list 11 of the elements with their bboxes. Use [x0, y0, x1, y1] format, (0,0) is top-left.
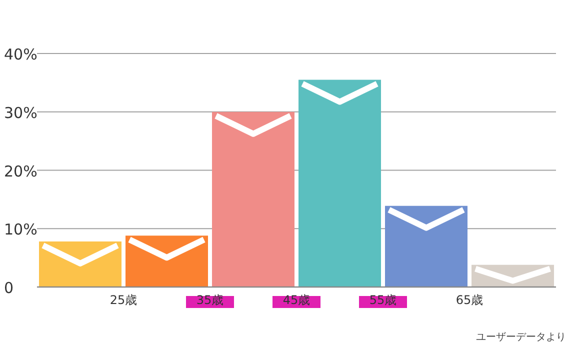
- y-tick-label: 10%: [4, 220, 38, 239]
- x-tick-label: 45歳: [282, 293, 310, 307]
- text: ユーザーデータより: [476, 332, 566, 343]
- x-tick-label: 35歳: [196, 293, 224, 307]
- x-tick-label: 65歳: [456, 293, 484, 307]
- y-tick-label: 40%: [4, 46, 38, 64]
- y-tick-label: 30%: [4, 104, 38, 122]
- x-tick-label: 25歳: [110, 293, 138, 307]
- y-tick-label: 20%: [4, 162, 38, 180]
- y-tick-label: 0: [4, 279, 14, 297]
- x-tick-label: 55歳: [369, 293, 397, 307]
